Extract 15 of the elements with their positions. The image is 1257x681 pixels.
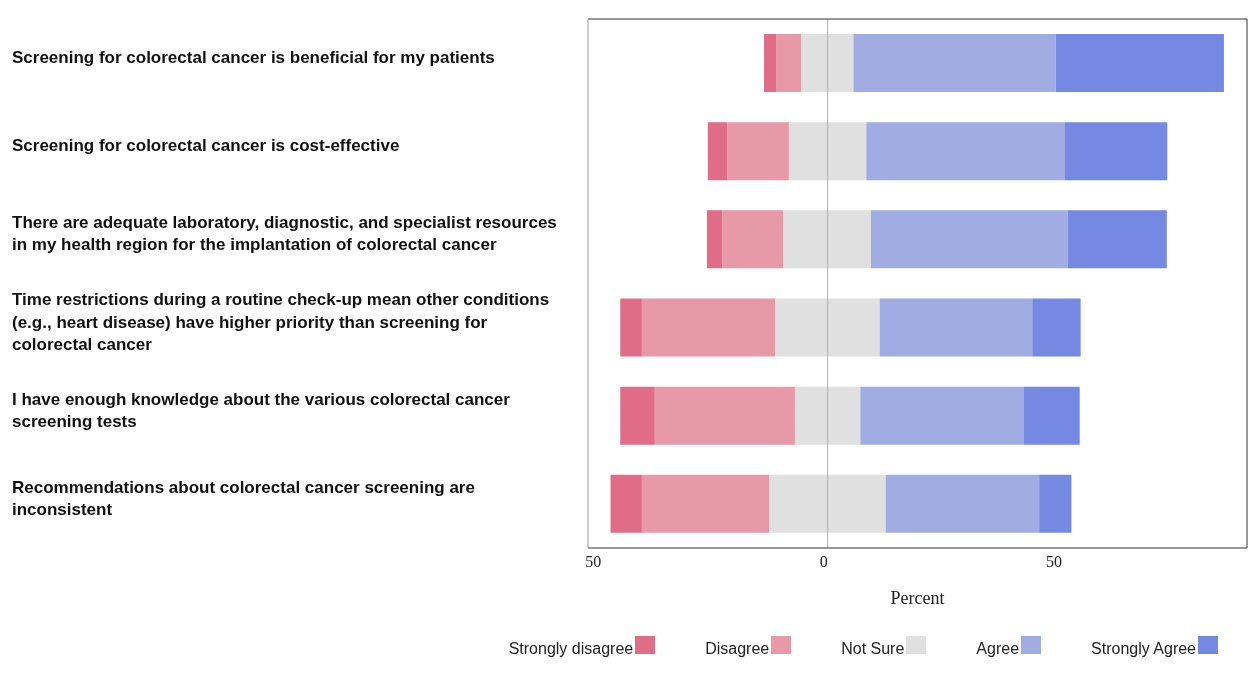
legend-label: Strongly Agree	[1091, 640, 1196, 658]
y-tick-label: There are adequate laboratory, diagnostic, and specialist resources in my health region for the implantation of colorectal cancer	[12, 212, 557, 257]
y-tick-label: Recommendations about colorectal cancer screening are inconsistent	[12, 476, 476, 521]
x-axis-title: Percent	[890, 588, 945, 608]
legend-label: Strongly disagree	[508, 640, 634, 658]
legend-label: Agree	[976, 640, 1020, 658]
x-tick-label: 50	[585, 553, 602, 571]
y-tick-label: I have enough knowledge about the various colorectal cancer screening tests	[12, 388, 511, 433]
legend-label: Disagree	[705, 640, 770, 658]
x-tick-label: 50	[1046, 553, 1063, 571]
x-tick-label: 0	[819, 553, 828, 571]
legend-label: Not Sure	[841, 640, 905, 658]
y-tick-label: Screening for colorectal cancer is cost-effective	[12, 135, 401, 158]
y-tick-label: Time restrictions during a routine check-up mean other conditions (e.g., heart disease) have higher priority than screening for colorectal cancer	[12, 289, 551, 356]
y-tick-label: Screening for colorectal cancer is beneficial for my patients	[12, 47, 496, 70]
